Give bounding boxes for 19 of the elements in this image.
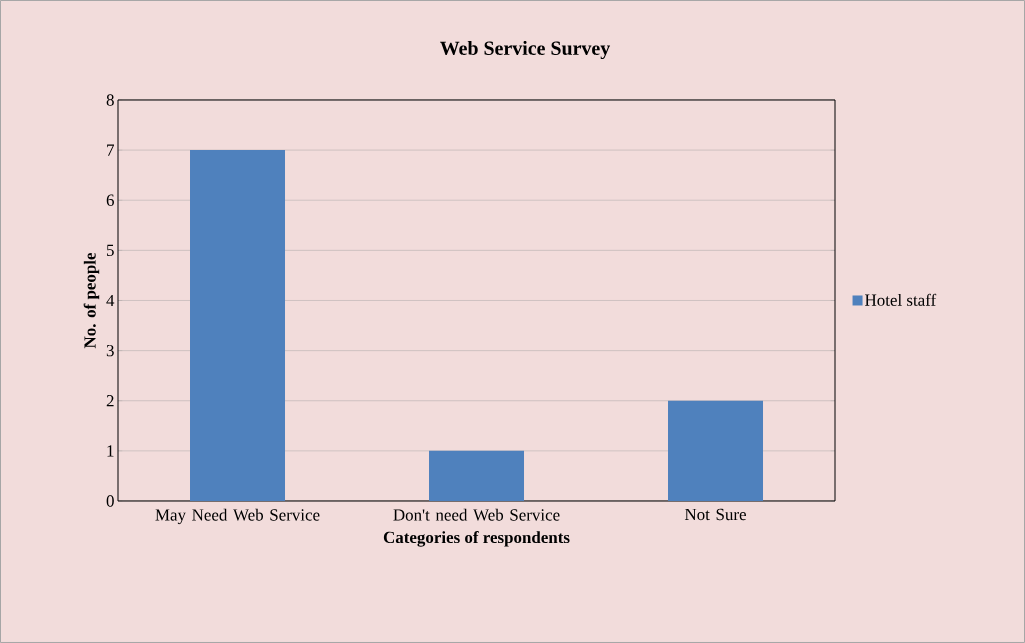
y-tick-label: 8: [106, 94, 114, 106]
chart-title: Web Service Survey: [440, 40, 611, 60]
y-tick-label: 1: [107, 445, 114, 457]
bar: [429, 450, 525, 501]
x-tick-label: Not Sure: [684, 508, 746, 521]
y-axis-title: No. of people: [83, 252, 100, 349]
y-tick-label: 4: [106, 294, 115, 307]
x-axis-title: Categories of respondents: [383, 531, 570, 547]
y-tick-label: 0: [106, 495, 114, 507]
y-tick-label: 5: [107, 244, 114, 256]
y-tick-label: 6: [106, 194, 114, 206]
bar: [190, 150, 286, 501]
x-tick-label: Don't need Web Service: [393, 508, 560, 521]
y-tick-label: 7: [107, 144, 115, 156]
legend-label: Hotel staff: [865, 293, 937, 306]
y-tick-label: 2: [106, 395, 114, 407]
y-tick-label: 3: [106, 344, 114, 357]
x-tick-label: May Need Web Service: [155, 508, 320, 525]
bar: [668, 400, 764, 501]
